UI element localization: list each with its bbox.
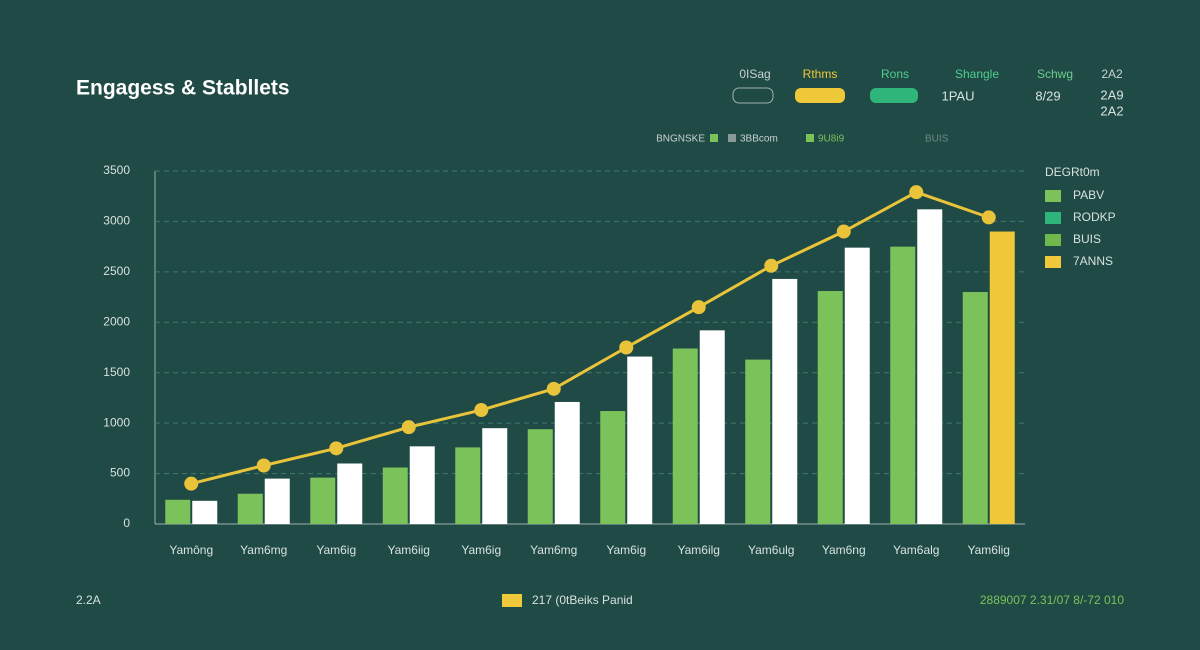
line-point	[691, 300, 706, 315]
x-tick-label: Yam6iig	[388, 543, 430, 557]
bar	[527, 429, 553, 524]
y-tick-label: 1500	[103, 365, 130, 379]
header-label: Shangle	[955, 67, 999, 81]
line-point	[329, 441, 344, 456]
y-tick-label: 3500	[103, 163, 130, 177]
bar	[844, 247, 870, 524]
y-tick-label: 2500	[103, 264, 130, 278]
header-label: Schwg	[1037, 67, 1073, 81]
bar	[917, 209, 943, 524]
footer-swatch	[502, 594, 522, 607]
y-tick-label: 3000	[103, 214, 130, 228]
bar	[482, 428, 508, 524]
bar	[310, 477, 336, 524]
x-tick-label: Yam6ilg	[678, 543, 720, 557]
x-tick-label: Yam6ulg	[748, 543, 794, 557]
line-point	[256, 458, 271, 473]
legend-swatch	[1045, 212, 1061, 224]
line-point	[981, 210, 996, 225]
line-point	[474, 403, 489, 418]
y-tick-label: 0	[123, 516, 130, 530]
header-label: Rthms	[803, 67, 838, 81]
legend-title: DEGRt0m	[1045, 165, 1100, 179]
line-point	[764, 258, 779, 273]
bar	[772, 278, 798, 524]
header-value: 1PAU	[942, 88, 975, 103]
x-tick-label: Yam6mg	[240, 543, 287, 557]
y-tick-label: 2000	[103, 314, 130, 328]
bar	[817, 291, 843, 524]
line-point	[909, 185, 924, 200]
x-tick-label: Yam6ig	[606, 543, 646, 557]
line-point	[546, 381, 561, 396]
footer-right: 2889007 2.31/07 8/-72 010	[980, 593, 1124, 607]
filter-label: BUIS	[925, 134, 949, 145]
x-tick-label: Yam6ig	[316, 543, 356, 557]
filter-label: 3BBcom	[740, 134, 778, 145]
legend-swatch	[1045, 190, 1061, 202]
x-tick-label: Yam6alg	[893, 543, 939, 557]
pill[interactable]	[732, 87, 774, 104]
bar	[600, 411, 626, 524]
line-point	[619, 340, 634, 355]
chart-title: Engagess & Stabllets	[76, 77, 290, 100]
line	[190, 190, 990, 486]
y-tick-label: 1000	[103, 415, 130, 429]
bar	[192, 500, 218, 524]
line-point	[836, 224, 851, 239]
footer-center: 217 (0tBeiks Panid	[532, 593, 633, 607]
line-point	[401, 420, 416, 435]
legend-label: 7ANNS	[1073, 254, 1113, 268]
pill[interactable]	[795, 88, 845, 103]
legend-swatch	[1045, 234, 1061, 246]
filter-label: 9U8i9	[818, 134, 845, 145]
legend-label: RODKP	[1073, 210, 1116, 224]
bar	[627, 356, 653, 524]
y-tick-label: 500	[110, 466, 130, 480]
bar	[237, 493, 263, 524]
bar	[264, 478, 290, 524]
filter-swatch	[728, 134, 736, 142]
header-value: 2A2	[1100, 103, 1123, 118]
bar	[382, 467, 408, 524]
footer-left: 2.2A	[76, 593, 101, 607]
x-tick-label: Yamông	[169, 543, 213, 557]
x-tick-label: Yam6lig	[968, 543, 1010, 557]
x-tick-label: Yam6ng	[822, 543, 866, 557]
header-label: Rons	[881, 67, 909, 81]
bar	[409, 446, 435, 524]
bar	[699, 330, 725, 524]
x-tick-label: Yam6ig	[461, 543, 501, 557]
bar	[962, 292, 988, 524]
bar	[337, 463, 363, 524]
header-value: 8/29	[1035, 88, 1060, 103]
bar	[455, 447, 481, 524]
bar	[165, 499, 191, 524]
filter-swatch	[710, 134, 718, 142]
header-label: 0ISag	[739, 67, 770, 81]
legend-label: PABV	[1073, 188, 1104, 202]
bar	[989, 231, 1015, 524]
bar	[554, 401, 580, 524]
bar	[672, 348, 698, 524]
legend-swatch	[1045, 256, 1061, 268]
x-tick-label: Yam6mg	[530, 543, 577, 557]
pill[interactable]	[870, 88, 918, 103]
header-value: 2A9	[1100, 87, 1123, 102]
bar	[745, 359, 771, 524]
legend-label: BUIS	[1073, 232, 1101, 246]
line-point	[184, 476, 199, 491]
bar	[890, 246, 916, 524]
header-label: 2A2	[1101, 67, 1123, 81]
filter-label: BNGNSKE	[656, 134, 705, 145]
filter-swatch	[806, 134, 814, 142]
